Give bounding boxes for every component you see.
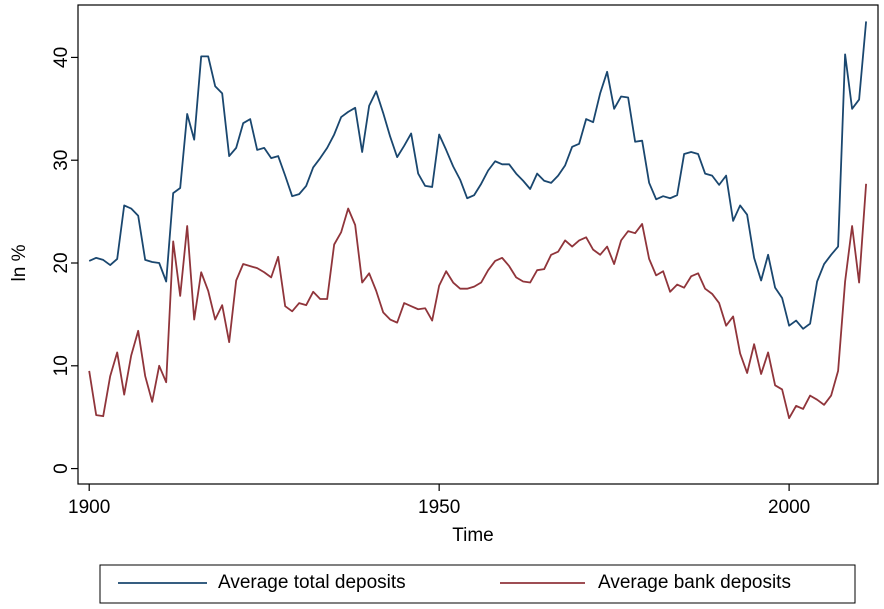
x-tick-label: 1950 — [418, 497, 460, 518]
x-tick-label: 2000 — [768, 497, 810, 518]
line-series — [88, 183, 867, 420]
y-tick-label: 30 — [51, 150, 72, 171]
line-series — [88, 21, 867, 330]
y-tick-label: 10 — [51, 355, 72, 376]
y-axis-label: ln % — [9, 244, 30, 281]
y-tick-label: 0 — [51, 463, 72, 474]
legend-label: Average bank deposits — [598, 572, 791, 593]
legend-box — [99, 564, 856, 604]
x-tick-label: 1900 — [68, 497, 110, 518]
x-axis-label: Time — [452, 525, 494, 546]
legend-label: Average total deposits — [218, 572, 406, 593]
y-tick-label: 20 — [51, 252, 72, 273]
y-tick-label: 40 — [51, 47, 72, 68]
plot-frame — [77, 4, 879, 485]
